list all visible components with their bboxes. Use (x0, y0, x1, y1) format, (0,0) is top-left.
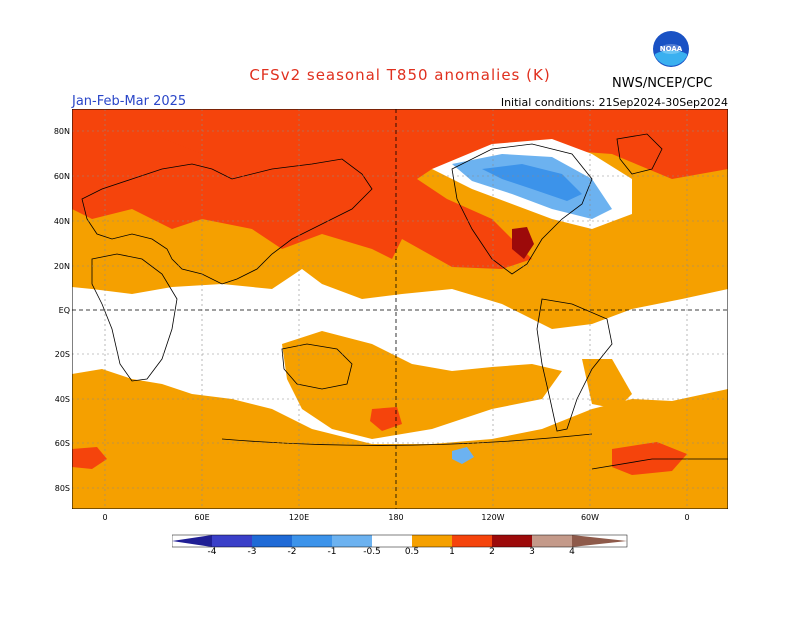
colorbar-cell (372, 535, 412, 547)
colorbar-cell (332, 535, 372, 547)
anomaly-map (72, 109, 728, 509)
lon-label: 0 (684, 513, 690, 522)
colorbar-cell (412, 535, 452, 547)
colorbar-cell (572, 535, 627, 547)
colorbar-cell (492, 535, 532, 547)
chart-title: CFSv2 seasonal T850 anomalies (K) (249, 66, 551, 84)
lat-label: 20S (54, 350, 70, 359)
lon-label: 60E (194, 513, 210, 522)
colorbar-cell (252, 535, 292, 547)
lat-label: 40S (54, 395, 70, 404)
colorbar-cell (292, 535, 332, 547)
logo-text: NOAA (660, 45, 683, 53)
forecast-period: Jan-Feb-Mar 2025 (72, 94, 187, 109)
colorbar-label: 0.5 (404, 547, 420, 557)
lon-label: 120E (288, 513, 310, 522)
coastlines (81, 133, 728, 470)
reference-lines (72, 109, 728, 509)
anomaly-fill-blue (482, 164, 582, 201)
colorbar-label: 2 (489, 547, 495, 557)
noaa-logo: NOAA (653, 31, 689, 67)
lat-label: 60N (53, 172, 70, 181)
colorbar-label: 3 (529, 547, 535, 557)
colorbar (172, 534, 628, 548)
initial-conditions: Initial conditions: 21Sep2024-30Sep2024 (500, 96, 728, 109)
colorbar-label: -3 (247, 547, 257, 557)
colorbar-cell (212, 535, 252, 547)
colorbar-label: -4 (207, 547, 217, 557)
agency-label: NWS/NCEP/CPC (612, 76, 713, 91)
anomaly-fill-lightblue-spot (452, 447, 474, 464)
colorbar-label: -1 (327, 547, 337, 557)
colorbar-cell (172, 535, 212, 547)
lat-label: 40N (53, 217, 70, 226)
anomaly-fill-darkred (512, 227, 534, 259)
colorbar-cell (532, 535, 572, 547)
lat-label: 20N (53, 262, 70, 271)
colorbar-cell (452, 535, 492, 547)
lon-label: 60W (580, 513, 600, 522)
lat-label: 80S (54, 484, 70, 493)
colorbar-label: 1 (449, 547, 455, 557)
colorbar-label: 4 (569, 547, 575, 557)
colorbar-label: -2 (287, 547, 297, 557)
grid-lines (72, 109, 728, 509)
lat-label: 80N (53, 127, 70, 136)
lat-label: 60S (54, 439, 70, 448)
lon-label: 0 (102, 513, 108, 522)
lon-label: 120W (481, 513, 505, 522)
lat-label: EQ (58, 306, 70, 315)
lon-label: 180 (388, 513, 404, 522)
colorbar-label: -0.5 (363, 547, 381, 557)
